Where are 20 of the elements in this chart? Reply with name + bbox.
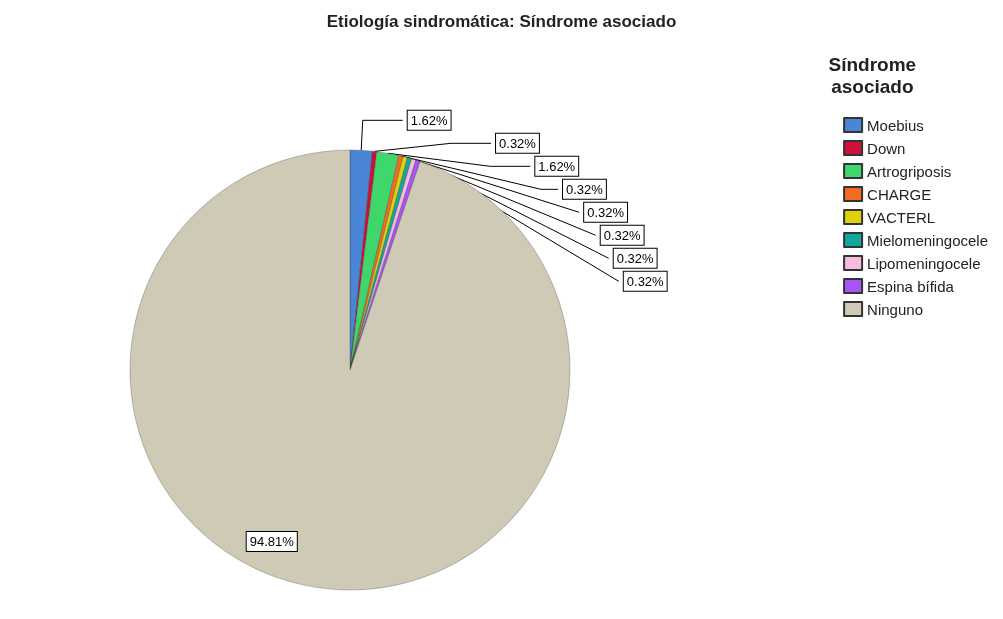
data-label: 94.81% — [249, 534, 295, 550]
data-label: 0.32% — [499, 135, 537, 151]
legend-label: Down — [867, 139, 906, 157]
data-label: 0.32% — [566, 181, 604, 197]
data-label: 0.32% — [587, 204, 625, 220]
legend-label: VACTERL — [867, 208, 936, 226]
legend-label: Mielomeningocele — [867, 231, 989, 249]
data-label: 0.32% — [626, 273, 665, 289]
legend-label: Espina bífida — [867, 277, 955, 295]
legend-label: Moebius — [867, 116, 924, 134]
data-label: 0.32% — [603, 227, 642, 243]
legend-title: Síndrome asociado — [828, 53, 917, 97]
data-label: 1.62% — [410, 112, 449, 128]
data-label: 1.62% — [538, 158, 576, 174]
legend-label: Artrogriposis — [867, 162, 952, 180]
data-label: 0.32% — [616, 250, 655, 266]
legend-label: CHARGE — [867, 185, 932, 203]
chart-title: Etiología sindromática: Síndrome asociado — [326, 12, 677, 31]
legend-label: Ninguno — [867, 300, 923, 318]
legend-label: Lipomeningocele — [867, 254, 981, 272]
